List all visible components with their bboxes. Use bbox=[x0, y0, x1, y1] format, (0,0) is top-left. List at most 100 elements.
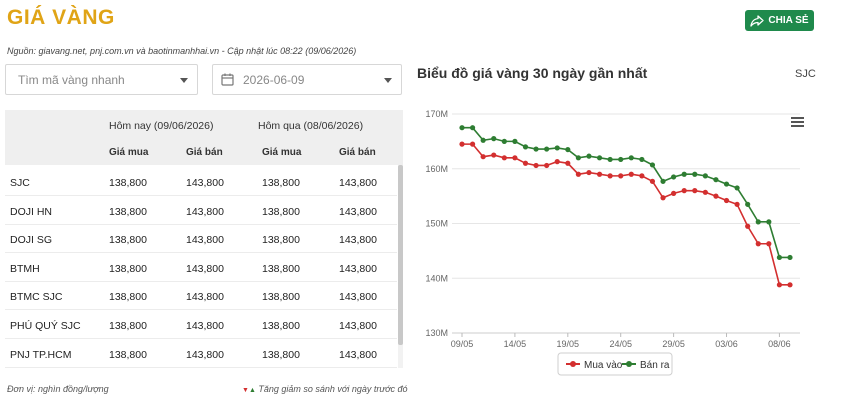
gold-name: DOJI HN bbox=[10, 205, 52, 218]
buy-yesterday: 138,800 bbox=[262, 262, 300, 275]
x-tick-label: 14/05 bbox=[504, 339, 527, 349]
sell-yesterday: 143,800 bbox=[339, 177, 377, 189]
y-tick-label: 140M bbox=[425, 273, 448, 283]
gold-name: BTMH bbox=[10, 262, 40, 275]
chevron-down-icon bbox=[384, 78, 392, 83]
data-point bbox=[565, 160, 571, 166]
data-point bbox=[586, 153, 592, 159]
data-point bbox=[491, 152, 497, 158]
buy-yesterday: 138,800 bbox=[262, 291, 300, 304]
data-point bbox=[480, 154, 486, 160]
data-point bbox=[501, 155, 507, 161]
data-point bbox=[660, 195, 666, 201]
chart-title: Biểu đồ giá vàng 30 ngày gần nhất bbox=[417, 65, 648, 81]
gold-price-chart: 130M 140M 150M 160M 170M 09/05 14/05 19/05 24/05… bbox=[425, 109, 804, 376]
buy-today: 138,800 bbox=[109, 205, 147, 218]
data-point bbox=[575, 155, 581, 161]
data-point bbox=[660, 178, 666, 184]
data-point bbox=[692, 171, 698, 177]
source-note: Nguồn: giavang.net, pnj.com.vn và baotin… bbox=[7, 46, 357, 56]
date-picker[interactable]: 2026-06-09 bbox=[212, 64, 402, 95]
data-point bbox=[723, 181, 730, 187]
gold-search-dropdown[interactable]: Tìm mã vàng nhanh bbox=[5, 64, 198, 95]
scrollbar-thumb[interactable] bbox=[398, 165, 403, 345]
data-point bbox=[787, 282, 793, 288]
header-yesterday: Hôm qua (08/06/2026) bbox=[258, 120, 364, 132]
legend-label: Bán ra bbox=[640, 360, 670, 371]
sell-yesterday: 143,800 bbox=[339, 348, 377, 361]
table-row: PNJ TP.HCM 138,800 143,800 138,800 143,800 bbox=[5, 340, 397, 368]
data-point bbox=[628, 171, 634, 177]
data-point bbox=[766, 219, 772, 225]
header-sell-today: Giá bán bbox=[186, 147, 223, 158]
data-point bbox=[522, 144, 529, 150]
gold-name: PHÚ QUÝ SJC bbox=[10, 320, 81, 332]
data-point bbox=[681, 188, 687, 194]
sell-yesterday: 143,800 bbox=[339, 320, 377, 332]
header-today: Hôm nay (09/06/2026) bbox=[109, 120, 214, 132]
sell-yesterday: 143,800 bbox=[339, 205, 377, 218]
data-point bbox=[554, 159, 560, 165]
x-tick-label: 24/05 bbox=[609, 339, 632, 349]
data-point bbox=[713, 177, 719, 183]
data-point bbox=[512, 138, 518, 144]
sell-today: 143,800 bbox=[186, 348, 224, 361]
table-row: BTMH 138,800 143,800 138,800 143,800 bbox=[5, 254, 397, 282]
data-point bbox=[755, 241, 761, 247]
data-point bbox=[692, 188, 698, 194]
up-triangle-icon: ▲ bbox=[248, 387, 256, 394]
x-tick-label: 09/05 bbox=[451, 339, 474, 349]
data-point bbox=[776, 254, 783, 261]
chart-legend bbox=[557, 352, 673, 376]
gold-name: BTMC SJC bbox=[10, 291, 63, 304]
data-point bbox=[459, 125, 465, 131]
data-point bbox=[618, 173, 624, 179]
data-point bbox=[755, 219, 761, 225]
gold-name: PNJ TP.HCM bbox=[10, 348, 72, 361]
data-point bbox=[586, 169, 592, 176]
table-scrollbar[interactable] bbox=[398, 165, 403, 368]
buy-today: 138,800 bbox=[109, 262, 147, 275]
data-point bbox=[575, 171, 581, 177]
buy-yesterday: 138,800 bbox=[262, 348, 300, 361]
table-row: PHÚ QUÝ SJC 138,800 143,800 138,800 143,800 bbox=[5, 311, 397, 339]
legend-label: Mua vào bbox=[584, 360, 623, 371]
header-buy-today: Giá mua bbox=[109, 147, 149, 158]
data-point bbox=[554, 145, 560, 151]
y-tick-label: 160M bbox=[425, 164, 448, 174]
share-button-label: CHIA SẺ bbox=[768, 15, 809, 26]
chart-code: SJC bbox=[795, 68, 816, 80]
table-row: DOJI HN 138,800 143,800 138,800 143,800 bbox=[5, 197, 397, 225]
buy-today: 138,800 bbox=[109, 348, 147, 361]
share-arrow-icon bbox=[750, 14, 765, 27]
data-point bbox=[628, 155, 634, 161]
legend-marker bbox=[626, 361, 632, 367]
data-point bbox=[607, 156, 613, 163]
unit-note: Đơn vị: nghìn đồng/lượng bbox=[7, 384, 109, 394]
buy-today: 138,800 bbox=[109, 177, 147, 189]
gold-name: SJC bbox=[10, 177, 30, 189]
y-tick-label: 170M bbox=[425, 109, 448, 119]
change-note-text: Tăng giảm so sánh với ngày trước đó bbox=[258, 384, 408, 394]
data-point bbox=[671, 190, 677, 196]
sell-yesterday: 143,800 bbox=[339, 291, 377, 304]
date-value: 2026-06-09 bbox=[243, 72, 305, 87]
table-row: DOJI SG 138,800 143,800 138,800 143,800 bbox=[5, 225, 397, 254]
buy-today: 138,800 bbox=[109, 291, 147, 304]
chevron-down-icon bbox=[180, 78, 188, 83]
x-tick-label: 08/06 bbox=[768, 339, 791, 349]
share-button[interactable]: CHIA SẺ bbox=[745, 10, 814, 31]
data-point bbox=[596, 155, 603, 161]
buy-yesterday: 138,800 bbox=[262, 234, 300, 247]
legend-marker bbox=[570, 361, 576, 367]
data-point bbox=[469, 141, 476, 147]
header-sell-yesterday: Giá bán bbox=[339, 147, 376, 158]
sell-today: 143,800 bbox=[186, 177, 224, 189]
data-point bbox=[501, 138, 507, 144]
data-point bbox=[639, 156, 645, 163]
gold-price-table: Hôm nay (09/06/2026) Hôm qua (08/06/2026… bbox=[5, 110, 403, 368]
header-buy-yesterday: Giá mua bbox=[262, 147, 302, 158]
data-point bbox=[745, 223, 751, 229]
data-point bbox=[734, 201, 740, 207]
hamburger-menu-icon[interactable] bbox=[791, 117, 804, 127]
